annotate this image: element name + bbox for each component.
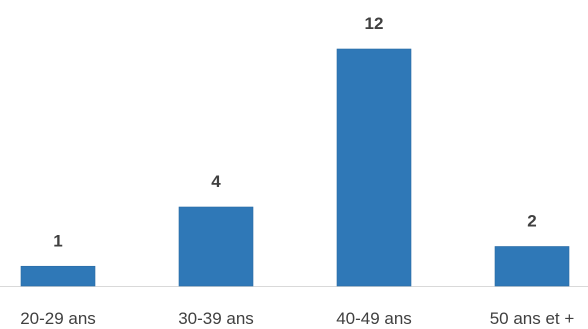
category-label-0: 20-29 ans — [20, 309, 96, 328]
bar-3 — [494, 246, 570, 287]
category-label-3: 50 ans et + — [490, 309, 575, 328]
data-label-1: 4 — [211, 172, 221, 191]
category-label-1: 30-39 ans — [178, 309, 254, 328]
data-label-0: 1 — [53, 231, 62, 250]
data-label-2: 12 — [365, 14, 384, 33]
category-label-2: 40-49 ans — [336, 309, 412, 328]
bar-1 — [178, 206, 254, 287]
data-label-3: 2 — [527, 212, 536, 231]
plot-area: 1 20-29 ans 4 30-39 ans 12 40-49 ans 2 50 ans e… — [0, 14, 588, 328]
bar-2 — [336, 48, 412, 287]
bar-0 — [20, 265, 96, 287]
